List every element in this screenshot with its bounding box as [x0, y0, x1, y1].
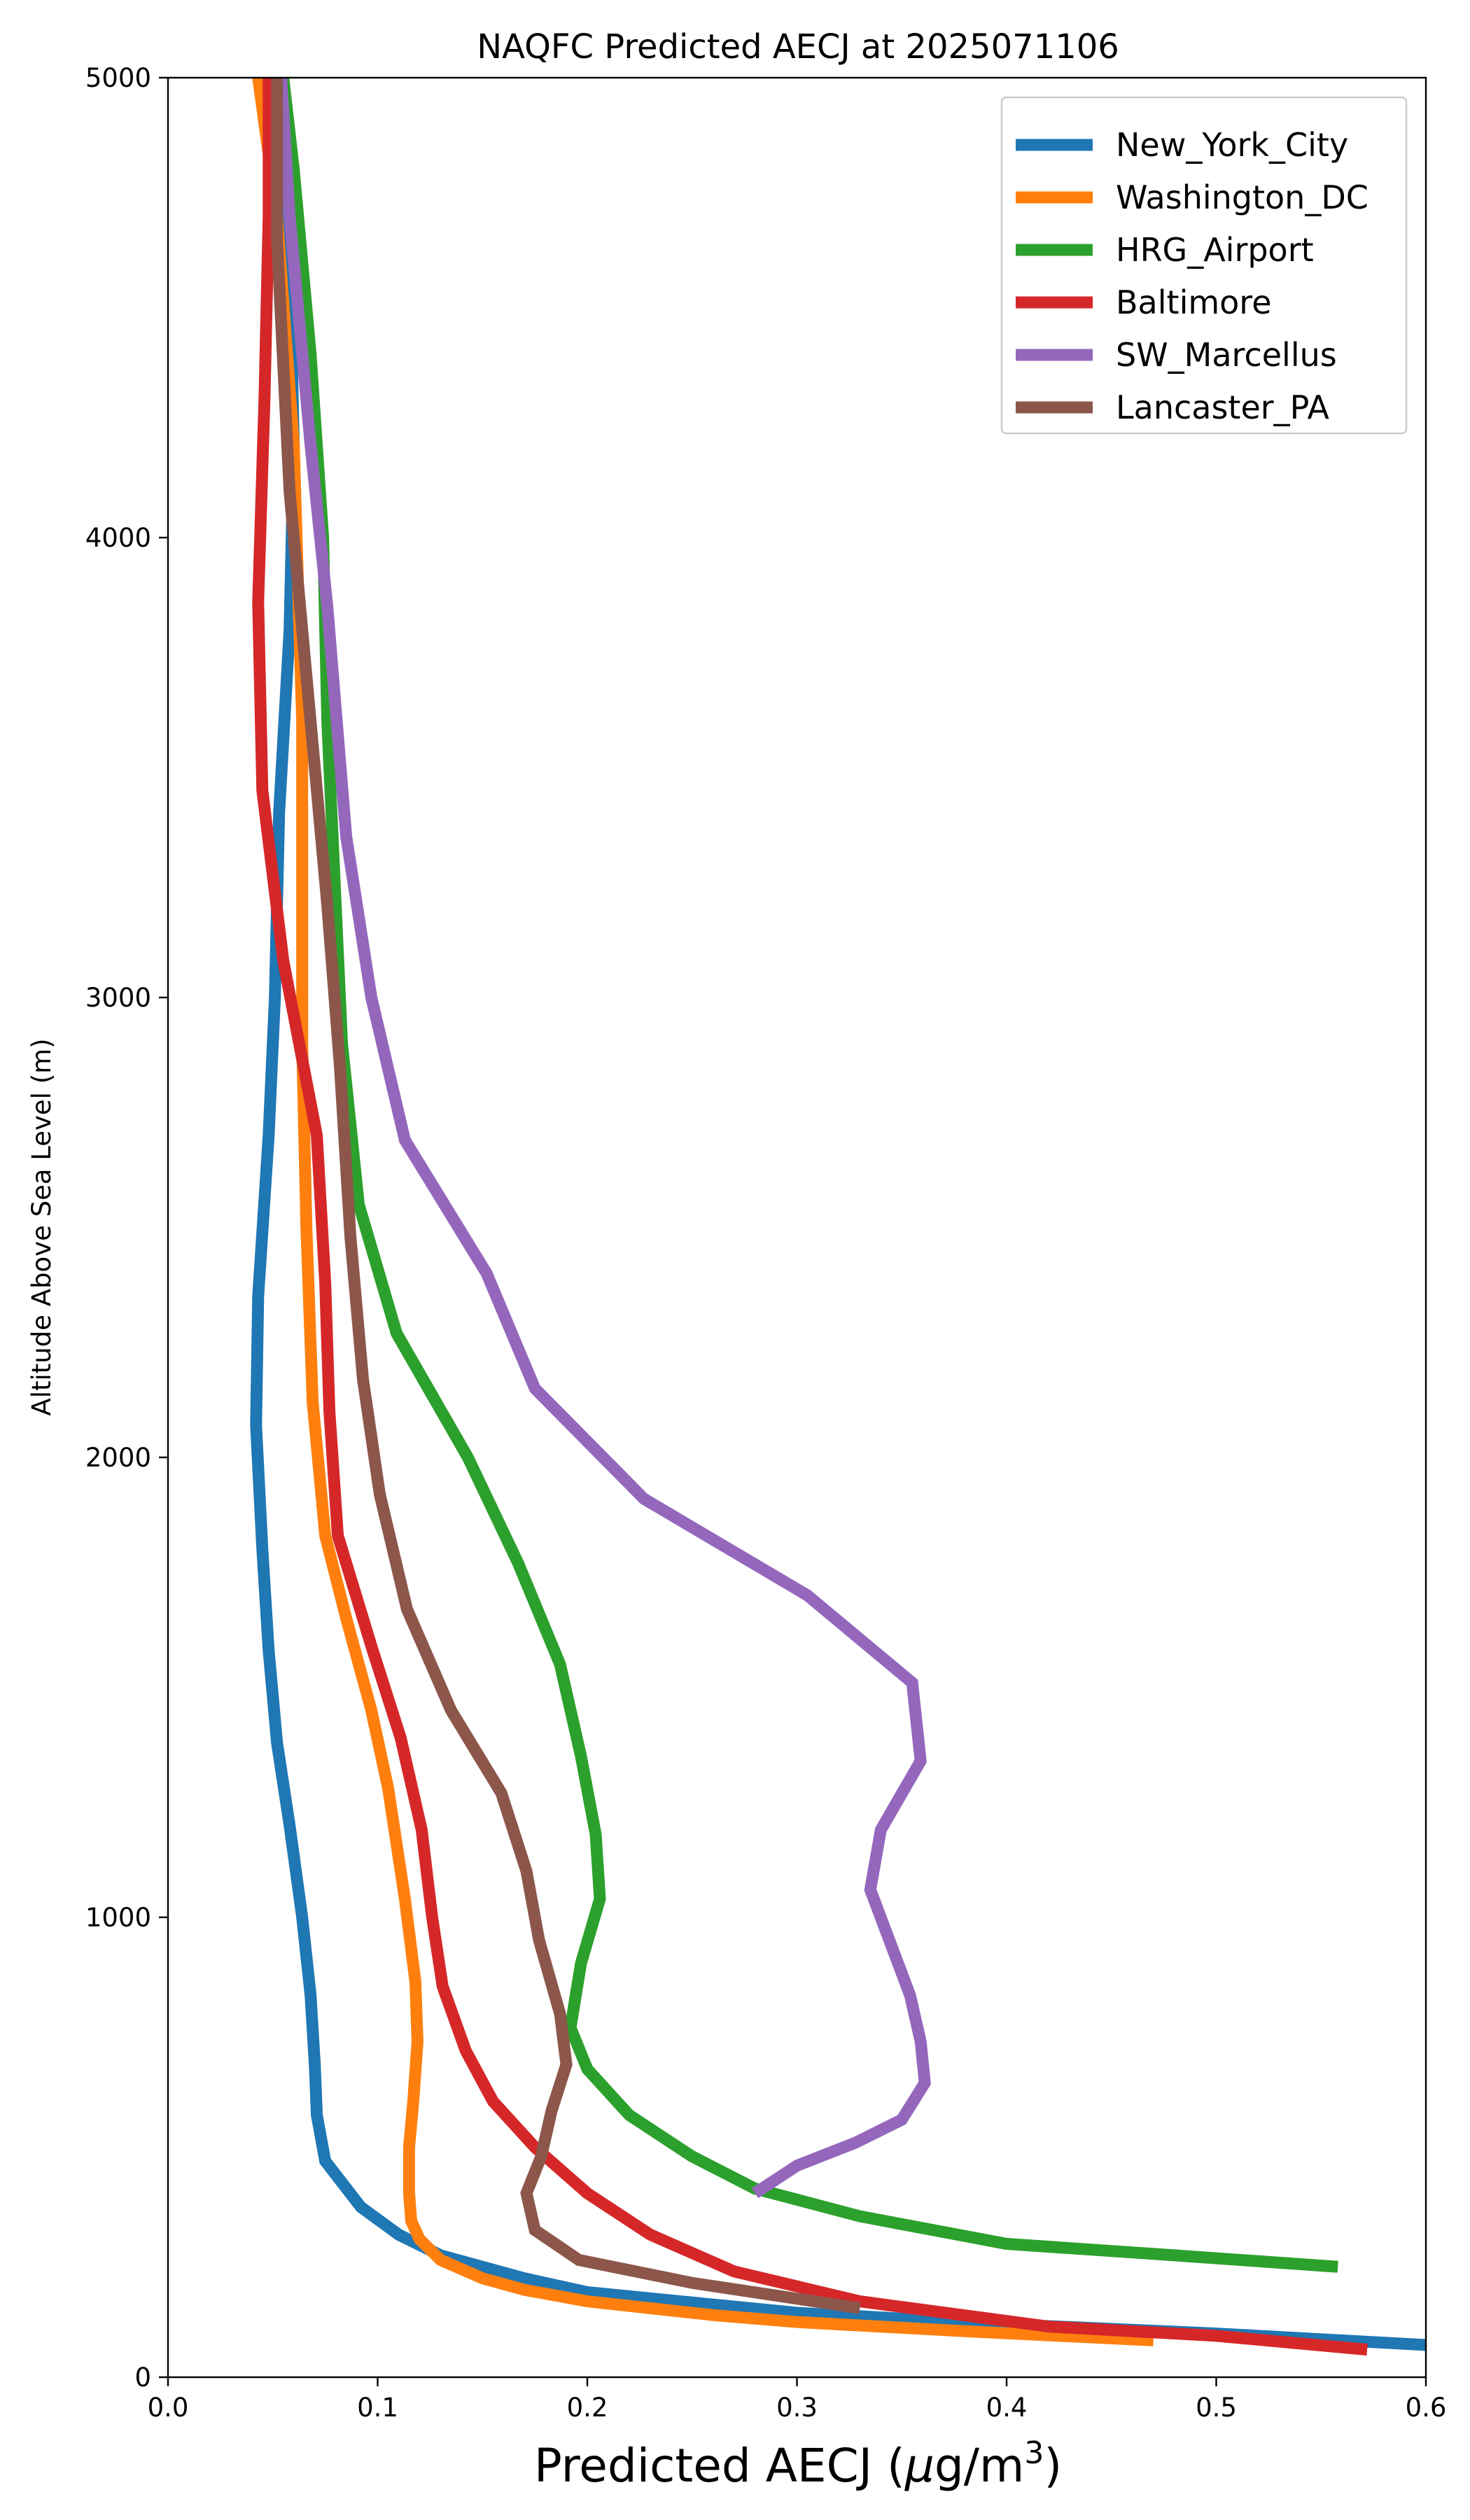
- x-tick-label: 0.1: [357, 2393, 398, 2423]
- series-line-baltimore: [252, 78, 1368, 2356]
- y-tick-label: 3000: [85, 983, 151, 1013]
- legend: New_York_City Washington_DC HRG_Airport Bal…: [1000, 96, 1408, 435]
- y-axis-label: Altitude Above Sea Level (m): [27, 1038, 57, 1415]
- legend-label: Baltimore: [1116, 284, 1272, 321]
- x-axis-label-text: Predicted AECJ (: [534, 2439, 905, 2493]
- chart-title: NAQFC Predicted AECJ at 2025071106: [477, 27, 1119, 66]
- x-axis-label-unit: g/m: [934, 2439, 1024, 2493]
- x-tick-label: 0.6: [1406, 2393, 1447, 2423]
- x-tick-label: 0.5: [1196, 2393, 1237, 2423]
- x-axis-label: Predicted AECJ (μg/m3): [534, 2435, 1062, 2493]
- x-axis-label-mu: μ: [904, 2439, 934, 2493]
- legend-label: HRG_Airport: [1116, 231, 1314, 269]
- legend-box: [1000, 96, 1408, 435]
- y-tick-label: 2000: [85, 1443, 151, 1473]
- series-line-lancaster-pa: [271, 78, 861, 2314]
- y-tick-label: 5000: [85, 63, 151, 93]
- x-axis-label-close: ): [1044, 2439, 1062, 2493]
- series-line-sw-marcellus: [275, 78, 931, 2199]
- x-tick-label: 0.3: [776, 2393, 818, 2423]
- y-axis: 0 1000 2000 3000 4000 5000: [85, 63, 168, 2393]
- series-line-washington-dc: [252, 78, 1154, 2346]
- series-layer: [250, 78, 1426, 2356]
- x-axis: 0.0 0.1 0.2 0.3 0.4 0.5 0.6: [148, 2377, 1447, 2423]
- x-tick-label: 0.0: [148, 2393, 189, 2423]
- y-tick-label: 0: [134, 2362, 151, 2393]
- x-tick-label: 0.4: [986, 2393, 1028, 2423]
- legend-label: Washington_DC: [1116, 178, 1368, 216]
- legend-label: New_York_City: [1116, 126, 1348, 164]
- legend-label: SW_Marcellus: [1116, 336, 1337, 374]
- y-tick-label: 1000: [85, 1903, 151, 1933]
- legend-label: Lancaster_PA: [1116, 388, 1329, 426]
- y-tick-label: 4000: [85, 523, 151, 553]
- x-tick-label: 0.2: [567, 2393, 608, 2423]
- x-axis-label-superscript: 3: [1024, 2435, 1044, 2471]
